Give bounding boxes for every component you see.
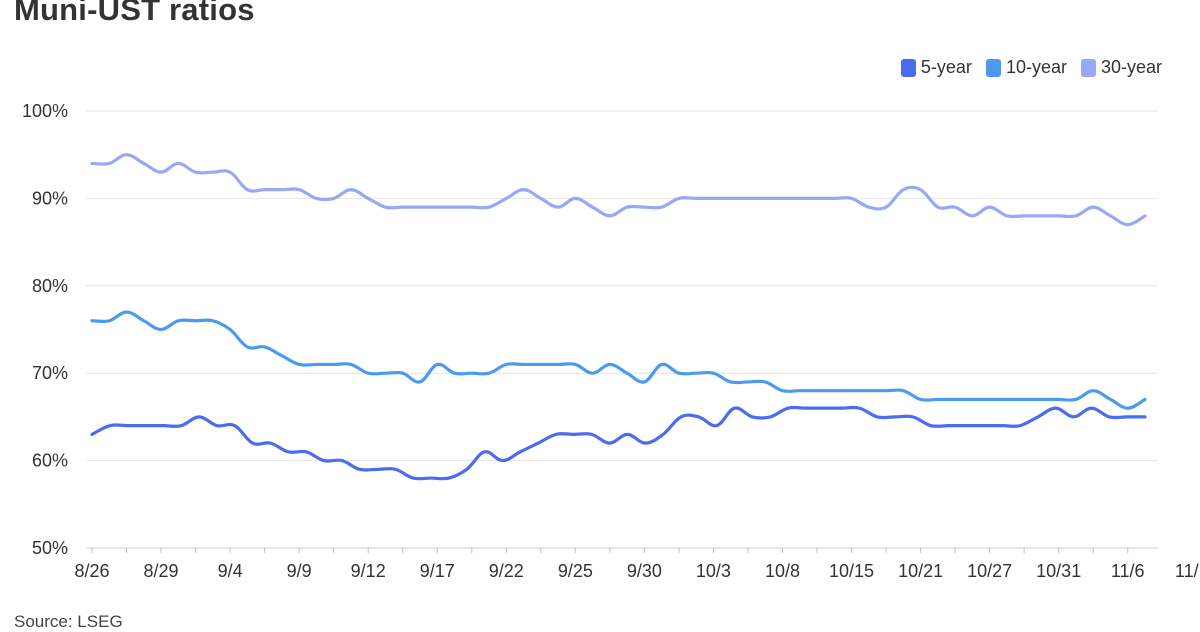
x-tick-label: 10/21 <box>898 561 943 581</box>
x-tick-label: 10/15 <box>829 561 874 581</box>
x-tick-label: 9/4 <box>218 561 243 581</box>
x-tick-label: 11/13 <box>1175 561 1200 581</box>
x-tick-label: 9/22 <box>489 561 524 581</box>
legend: 5-year 10-year 30-year <box>900 57 1162 78</box>
chart-title: Muni-UST ratios <box>14 0 255 27</box>
y-tick-label: 80% <box>32 276 68 296</box>
legend-item-5-year[interactable]: 5-year <box>900 57 972 78</box>
y-tick-label: 60% <box>32 451 68 471</box>
series-line-10-year <box>90 310 1147 410</box>
series-line-30-year <box>90 153 1147 227</box>
x-tick-label: 8/29 <box>144 561 179 581</box>
y-tick-label: 100% <box>22 101 68 121</box>
legend-swatch-30-year <box>1080 58 1096 77</box>
legend-item-30-year[interactable]: 30-year <box>1080 57 1162 78</box>
x-tick-label: 9/9 <box>287 561 312 581</box>
legend-item-10-year[interactable]: 10-year <box>985 57 1067 78</box>
x-tick-label: 9/12 <box>351 561 386 581</box>
x-tick-label: 9/25 <box>558 561 593 581</box>
y-tick-label: 50% <box>32 538 68 558</box>
x-tick-label: 10/31 <box>1036 561 1081 581</box>
x-tick-label: 10/3 <box>696 561 731 581</box>
x-tick-label: 10/8 <box>765 561 800 581</box>
source-note: Source: LSEG <box>14 612 123 631</box>
x-tick-label: 10/27 <box>967 561 1012 581</box>
legend-label-10-year: 10-year <box>1005 57 1067 77</box>
series-line-5-year <box>90 405 1147 481</box>
legend-label-30-year: 30-year <box>1100 57 1162 77</box>
x-tick-label: 11/6 <box>1111 561 1145 581</box>
legend-swatch-5-year <box>900 58 916 77</box>
legend-swatch-10-year <box>985 58 1001 77</box>
y-tick-label: 70% <box>32 363 68 383</box>
x-tick-label: 9/30 <box>627 561 662 581</box>
x-tick-label: 9/17 <box>420 561 455 581</box>
legend-label-5-year: 5-year <box>920 57 972 77</box>
y-tick-label: 90% <box>32 188 68 208</box>
x-tick-label: 8/26 <box>74 561 109 581</box>
